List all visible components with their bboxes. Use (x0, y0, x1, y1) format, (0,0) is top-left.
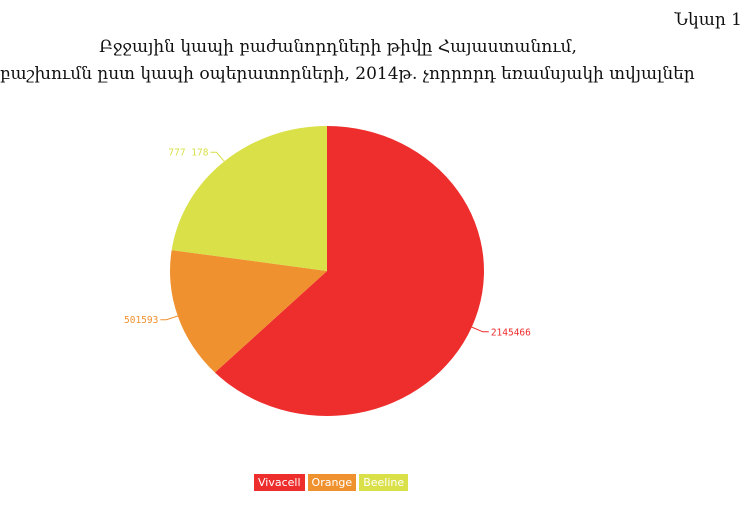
pie-slice-vivacell (214, 126, 485, 416)
pie-slice-beeline (171, 126, 327, 271)
legend-item-vivacell: Vivacell (254, 474, 305, 491)
pie-data-labels: 2145466 501593 777 178 (124, 148, 531, 339)
figure-label: Նկար 1 (674, 10, 742, 30)
pie-slices (170, 126, 485, 416)
chart-legend: Vivacell Orange Beeline (254, 474, 409, 491)
chart-subtitle: բաշխումն ըստ կապի օպերատորների, 2014թ. չ… (0, 64, 695, 84)
data-label-orange: 501593 (124, 315, 158, 326)
leader-line-beeline (210, 151, 225, 162)
data-label-beeline: 777 178 (168, 148, 208, 159)
legend-item-orange: Orange (307, 474, 357, 491)
legend-item-beeline: Beeline (359, 474, 409, 491)
pie-slice-orange (170, 250, 327, 373)
leader-line-vivacell (471, 326, 489, 333)
chart-title-block: Բջջային կապի բաժանորդների թիվը Հայաստանո… (0, 34, 695, 88)
chart-title: Բջջային կապի բաժանորդների թիվը Հայաստանո… (99, 37, 577, 57)
data-label-vivacell: 2145466 (491, 327, 531, 338)
leader-line-orange (160, 315, 178, 321)
